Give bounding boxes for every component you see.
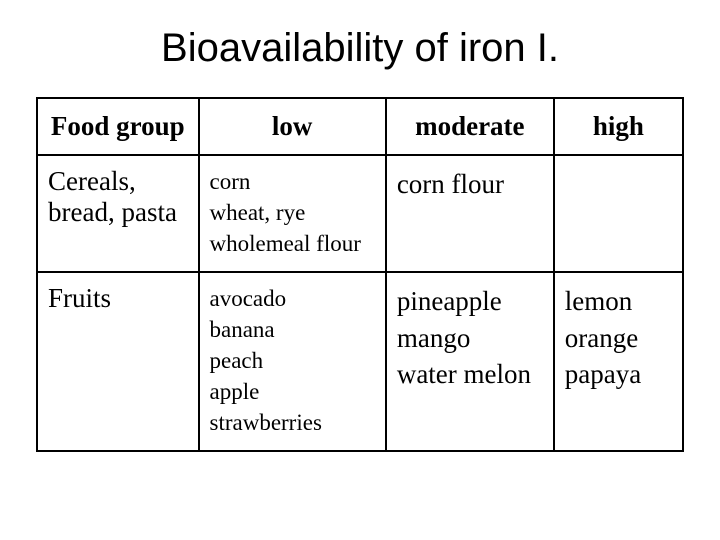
col-header-high: high — [554, 98, 683, 155]
cell-cereals-high — [554, 155, 683, 272]
col-header-food-group: Food group — [37, 98, 199, 155]
cell-cereals-low: corn wheat, rye wholemeal flour — [199, 155, 386, 272]
col-header-low: low — [199, 98, 386, 155]
row-group-cereals: Cereals, bread, pasta — [37, 155, 199, 272]
slide: Bioavailability of iron I. Food group lo… — [0, 0, 720, 540]
cell-fruits-low: avocado banana peach apple strawberries — [199, 272, 386, 451]
table-row: Fruits avocado banana peach apple strawb… — [37, 272, 683, 451]
cell-cereals-moderate: corn flour — [386, 155, 554, 272]
slide-title: Bioavailability of iron I. — [36, 26, 684, 71]
row-group-fruits: Fruits — [37, 272, 199, 451]
bioavailability-table: Food group low moderate high Cereals, br… — [36, 97, 684, 452]
table-header-row: Food group low moderate high — [37, 98, 683, 155]
col-header-moderate: moderate — [386, 98, 554, 155]
table-row: Cereals, bread, pasta corn wheat, rye wh… — [37, 155, 683, 272]
cell-fruits-moderate: pineapple mango water melon — [386, 272, 554, 451]
cell-fruits-high: lemon orange papaya — [554, 272, 683, 451]
